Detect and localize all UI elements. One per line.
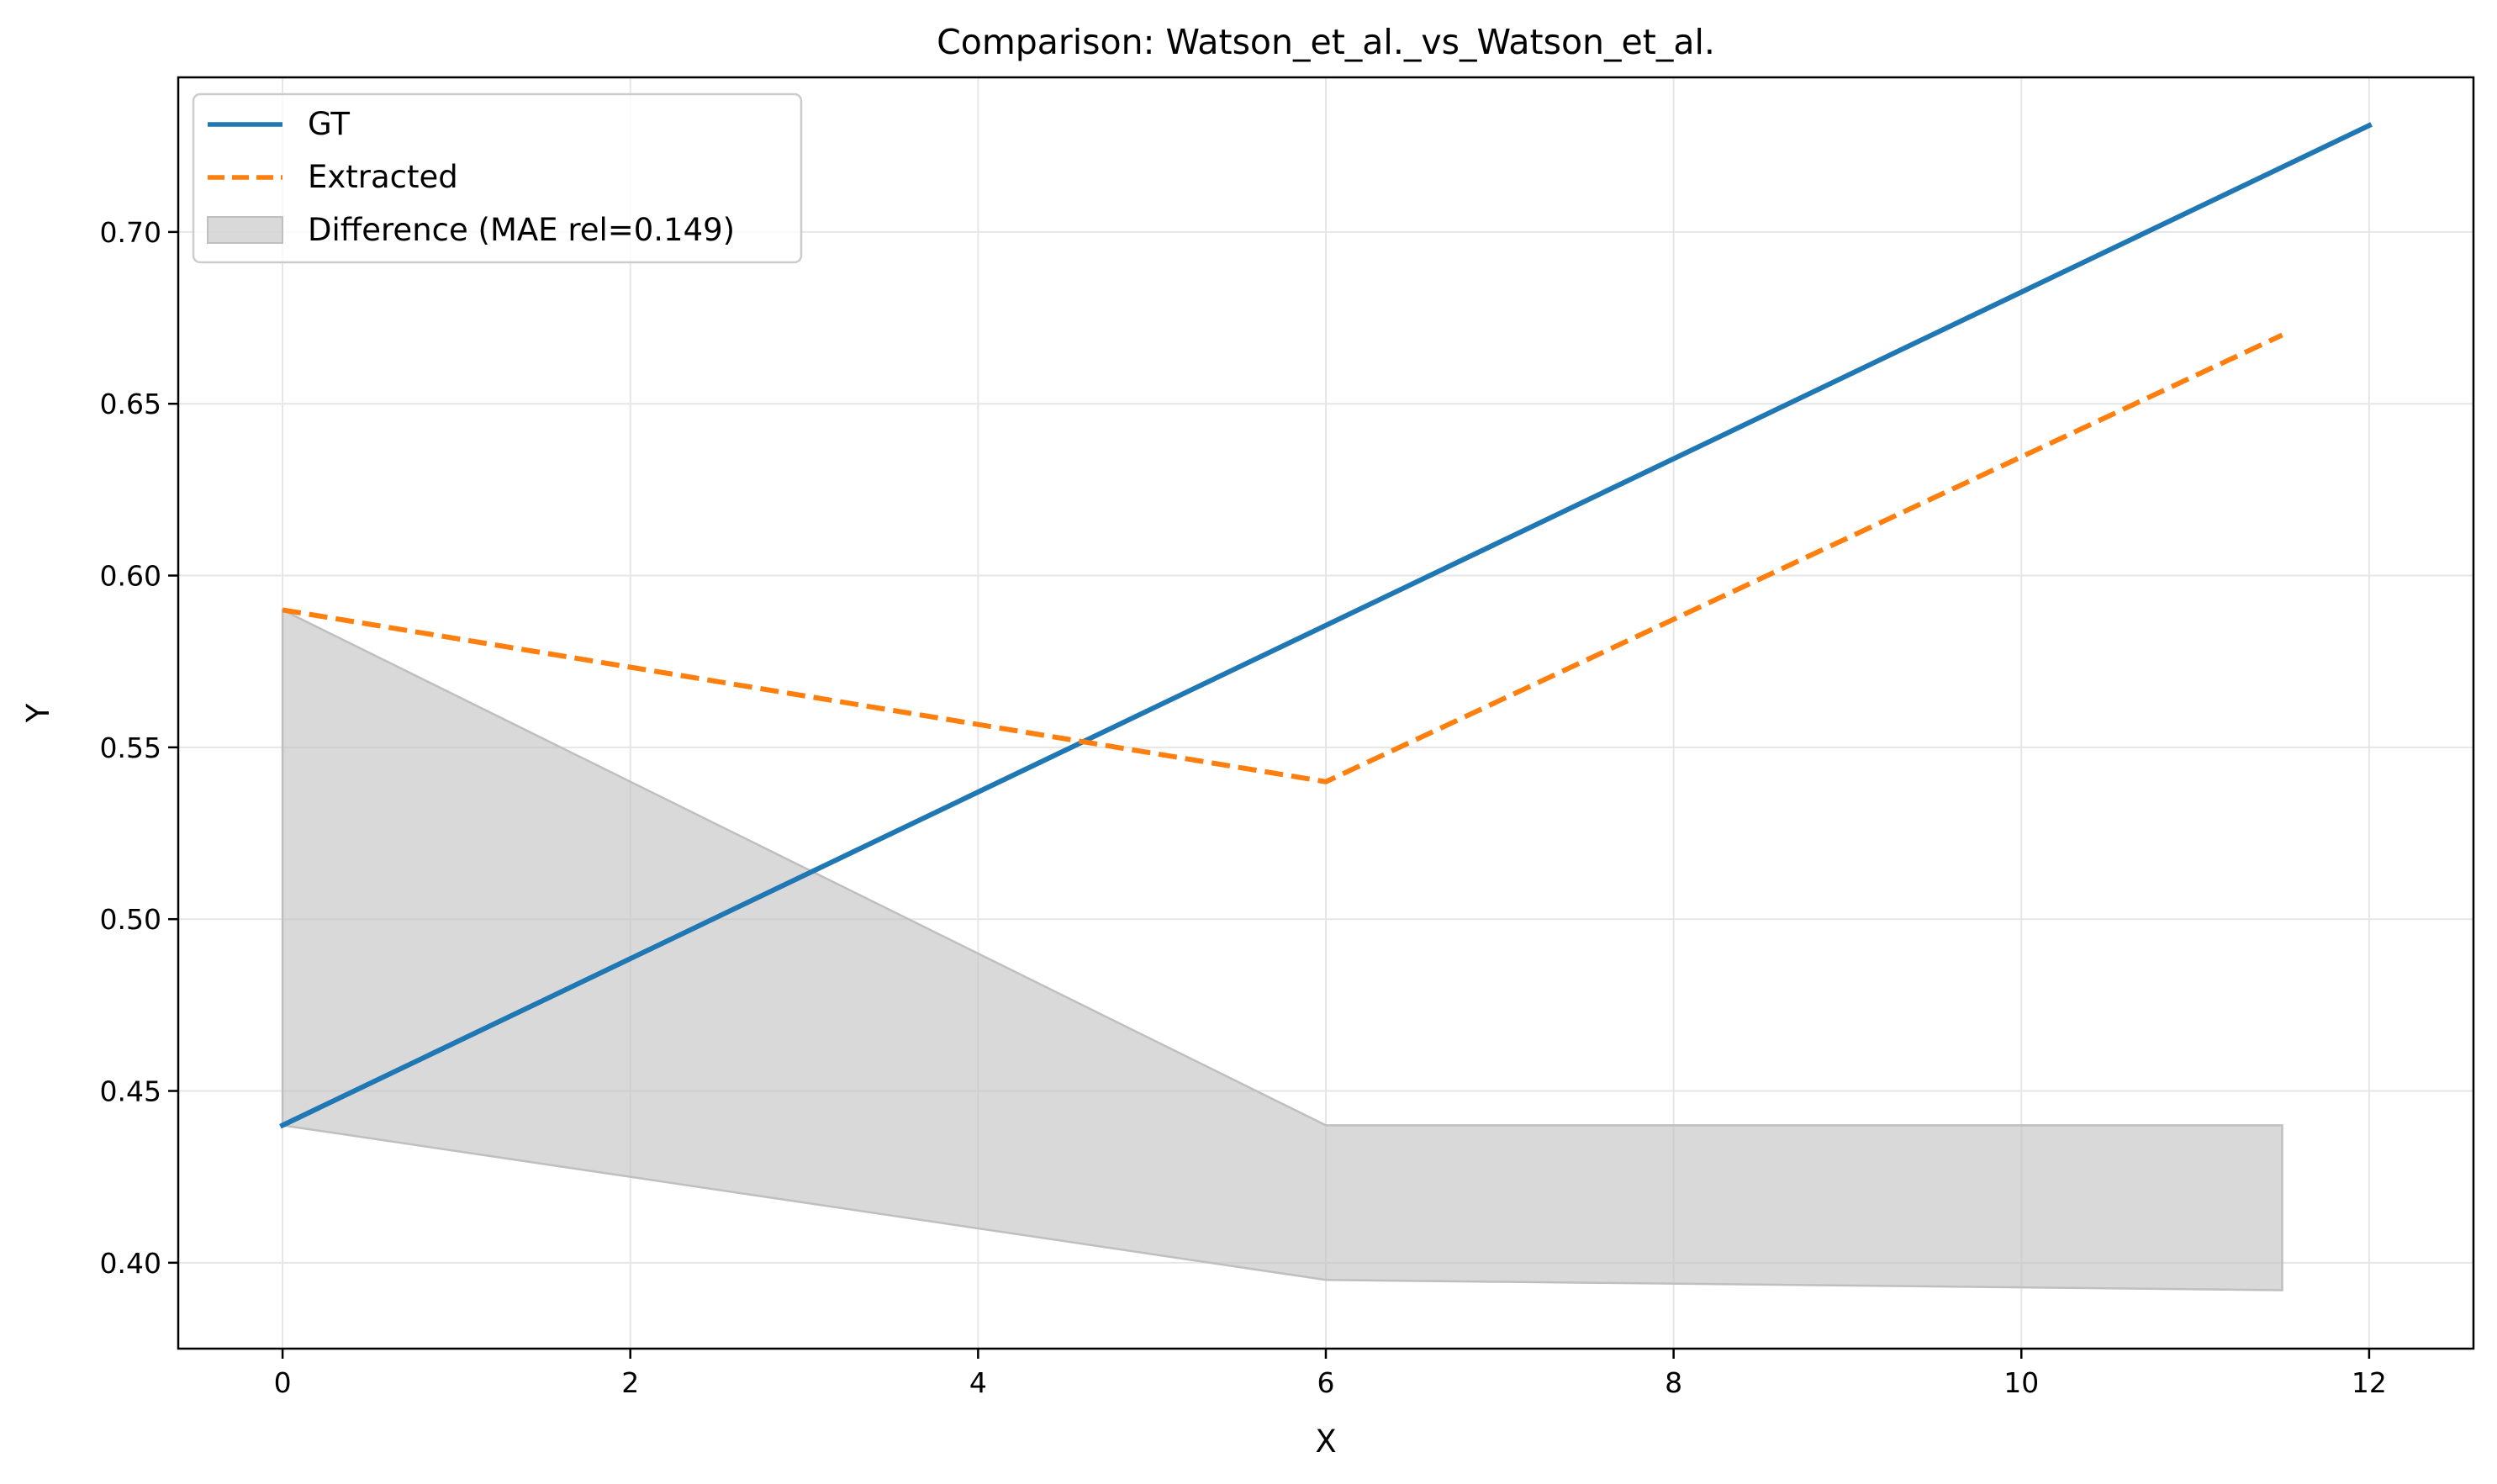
legend-label-gt: GT — [308, 106, 350, 142]
x-axis-title: X — [1315, 1423, 1336, 1460]
y-tick-label: 0.65 — [100, 388, 161, 420]
legend-swatch-difference — [207, 216, 283, 244]
x-tick-label: 4 — [969, 1366, 987, 1399]
x-tick-label: 8 — [1665, 1366, 1682, 1399]
y-axis-title: Y — [20, 703, 56, 723]
y-tick-label: 0.70 — [100, 216, 161, 249]
y-tick-label: 0.40 — [100, 1247, 161, 1280]
legend: GT Extracted Difference (MAE rel=0.149) — [192, 92, 803, 264]
gt-series-line — [279, 122, 2373, 1129]
y-tick-label: 0.45 — [100, 1075, 161, 1108]
legend-frame — [192, 92, 803, 264]
legend-label-extracted: Extracted — [308, 159, 458, 195]
y-tick-label: 0.55 — [100, 731, 161, 764]
chart-title: Comparison: Watson_et_al._vs_Watson_et_a… — [937, 22, 1715, 62]
extracted-series-line — [282, 332, 2283, 784]
tick-layer: 0 2 4 6 8 10 12 0.40 0.45 0.50 0.55 0.60 0.65 0.70 — [100, 216, 2387, 1399]
y-tick-label: 0.60 — [100, 560, 161, 593]
x-tick-label: 0 — [274, 1366, 292, 1399]
legend-label-difference: Difference (MAE rel=0.149) — [308, 212, 735, 248]
x-tick-label: 2 — [621, 1366, 639, 1399]
x-tick-label: 6 — [1317, 1366, 1335, 1399]
x-tick-label: 10 — [2003, 1366, 2039, 1399]
y-tick-label: 0.50 — [100, 903, 161, 936]
x-tick-label: 12 — [2352, 1366, 2387, 1399]
series-line-layer — [279, 122, 2373, 1129]
